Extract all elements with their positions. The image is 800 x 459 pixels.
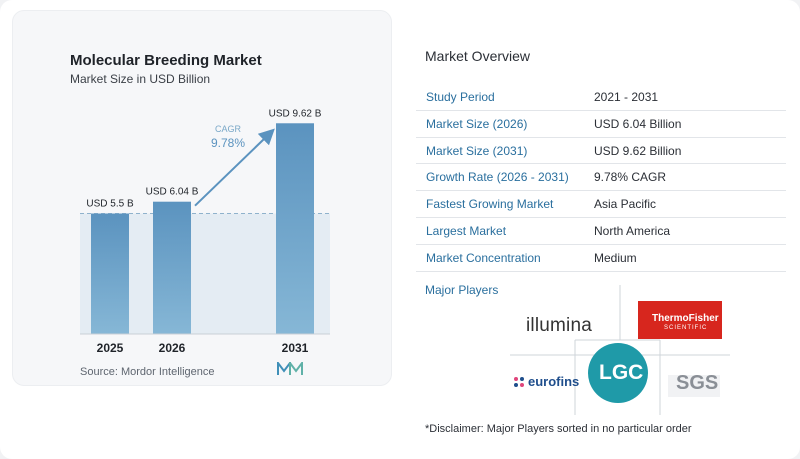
thermofisher-logo-line1: ThermoFisher: [652, 313, 719, 324]
sgs-logo: SGS: [676, 372, 719, 394]
overview-row: Largest Market North America: [416, 218, 786, 245]
overview-row: Growth Rate (2026 - 2031) 9.78% CAGR: [416, 164, 786, 192]
data-label-2025: USD 5.5 B: [86, 199, 134, 210]
overview-row-label: Market Concentration: [426, 250, 541, 265]
overview-row-label: Growth Rate (2026 - 2031): [426, 170, 569, 185]
bar-2031: [276, 123, 314, 335]
chart-title: Molecular Breeding Market: [70, 52, 262, 69]
chart-subtitle: Market Size in USD Billion: [70, 72, 211, 86]
eurofins-logo: eurofins: [528, 374, 580, 389]
overview-row-value: North America: [594, 223, 671, 238]
lgc-logo: LGC: [599, 361, 644, 384]
overview-row-value: 2021 - 2031: [594, 90, 659, 104]
players-grid: [510, 285, 730, 415]
overview-row-label: Largest Market: [426, 223, 507, 238]
data-label-2031: USD 9.62 B: [269, 108, 322, 119]
overview-row-value: USD 9.62 Billion: [594, 143, 682, 158]
illumina-logo: illumina: [526, 315, 593, 336]
mordor-logo-icon: [277, 362, 303, 375]
overview-title: Market Overview: [425, 48, 531, 64]
overview-row: Fastest Growing Market Asia Pacific: [416, 191, 786, 218]
bar-2025: [91, 213, 129, 334]
thermofisher-logo-line2: SCIENTIFIC: [664, 325, 708, 331]
players-title: Major Players: [425, 283, 499, 297]
x-tick-2025: 2025: [97, 341, 124, 355]
disclaimer: *Disclaimer: Major Players sorted in no …: [425, 423, 692, 435]
overview-row-value: Asia Pacific: [594, 197, 657, 212]
overview-row-label: Market Size (2026): [426, 116, 528, 131]
data-label-2026: USD 6.04 B: [146, 187, 199, 198]
eurofins-icon: [514, 377, 524, 387]
bar-2026: [153, 201, 191, 334]
bar-chart: USD 5.5 B 2025 USD 6.04 B 2026 USD 9.62 B 203…: [80, 108, 330, 355]
overview-row-label: Market Size (2031): [426, 143, 528, 158]
overview-table: Study Period 2021 - 2031 Market Size (2026…: [416, 84, 786, 272]
overview-row: Market Concentration Medium: [416, 245, 786, 272]
x-tick-2026: 2026: [159, 341, 186, 355]
overview-row: Study Period 2021 - 2031: [416, 84, 786, 111]
overview-row: Market Size (2031) USD 9.62 Billion: [416, 138, 786, 165]
cagr-arrow: [194, 128, 275, 207]
x-tick-2031: 2031: [282, 341, 309, 355]
overview-row: Market Size (2026) USD 6.04 Billion: [416, 111, 786, 138]
overview-row-value: Medium: [594, 250, 637, 265]
chart-source: Source: Mordor Intelligence: [80, 366, 215, 378]
overview-row-label: Study Period: [426, 90, 495, 104]
overview-row-value: 9.78% CAGR: [594, 170, 667, 185]
overview-row-label: Fastest Growing Market: [426, 197, 554, 212]
cagr-value: 9.78%: [211, 136, 245, 150]
cagr-label: CAGR: [215, 124, 242, 134]
overview-row-value: USD 6.04 Billion: [594, 116, 682, 131]
